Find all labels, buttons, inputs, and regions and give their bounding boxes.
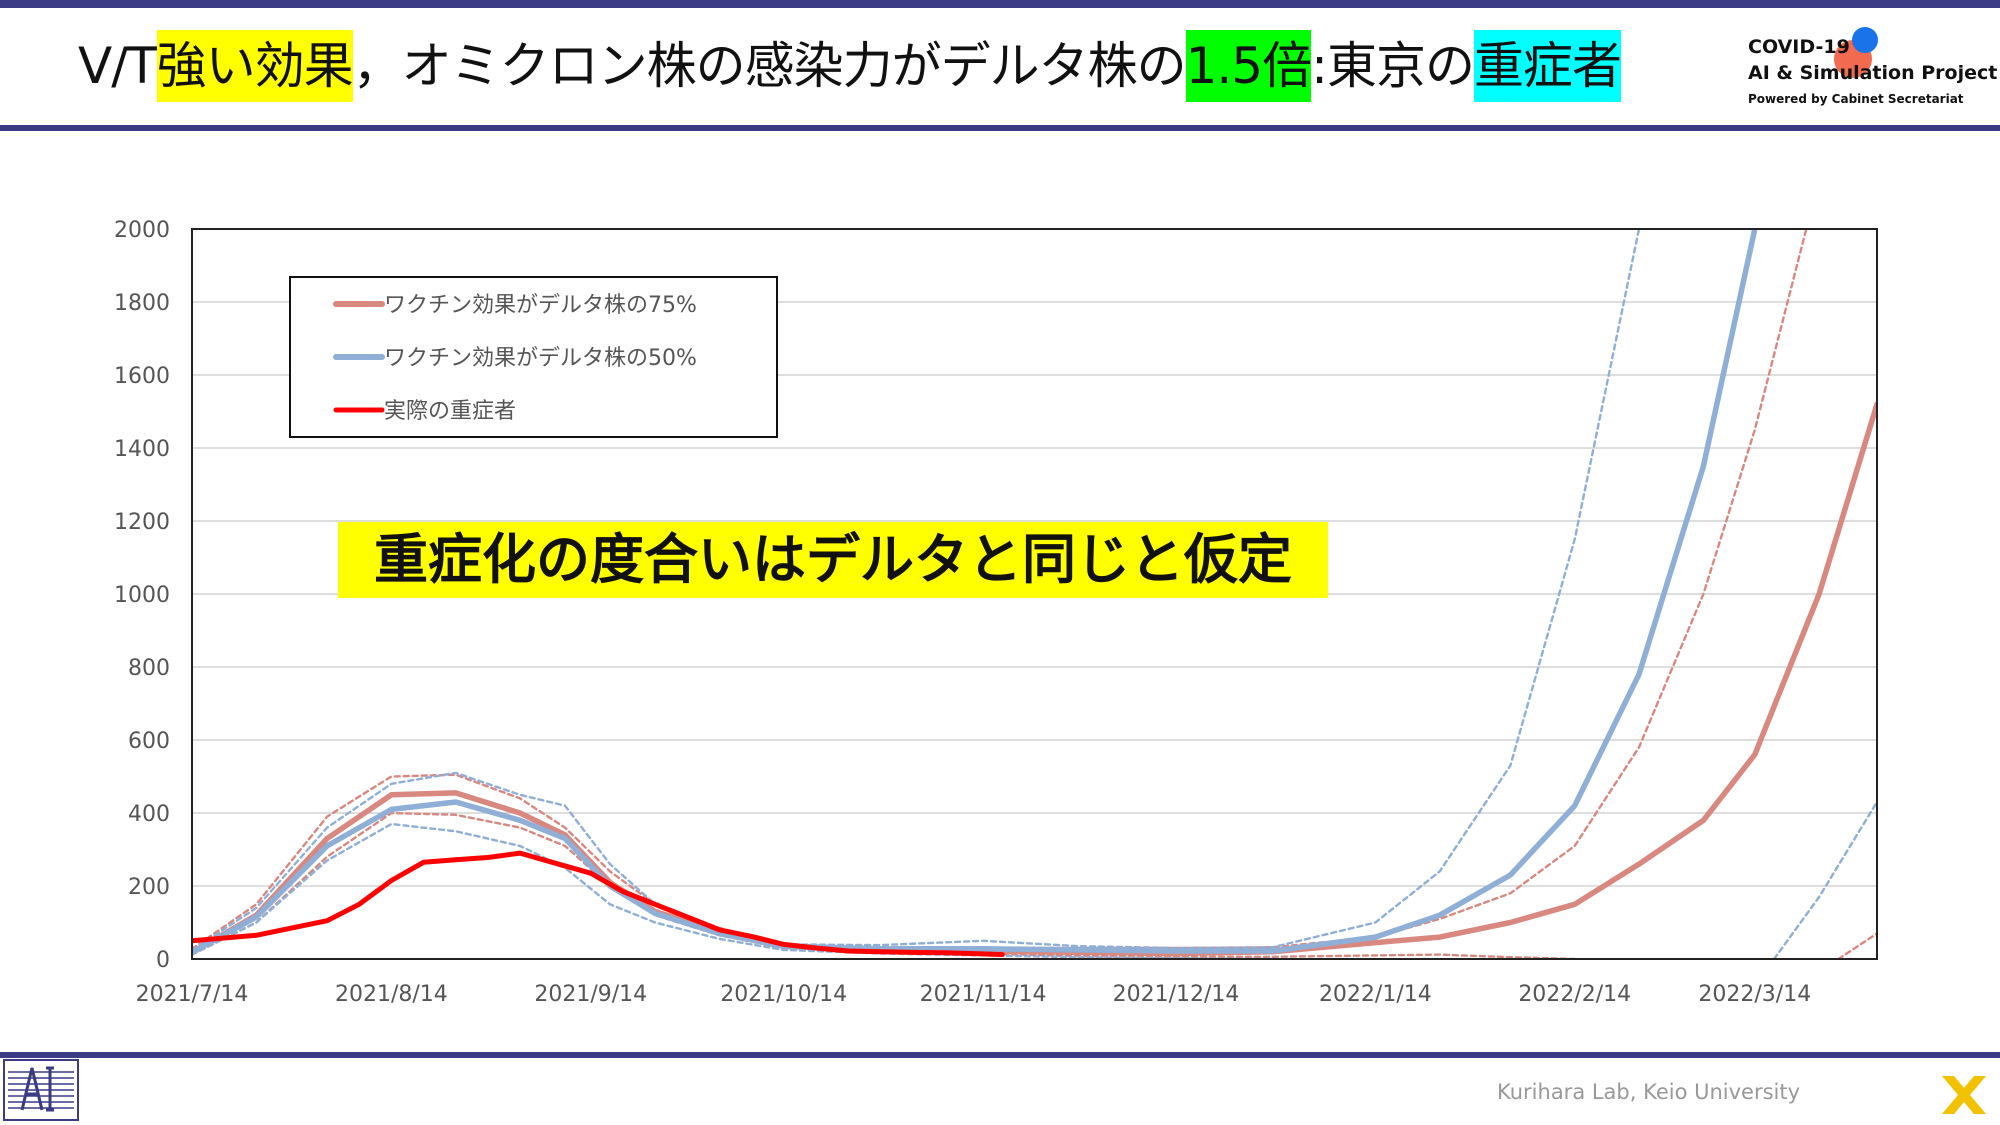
series-line [192,850,1005,958]
lab-logo [3,1059,79,1121]
title-segment: 強い効果 [156,30,354,102]
y-tick-label: 1000 [114,583,170,608]
series-line [192,229,1758,956]
y-tick-label: 1800 [114,291,170,316]
brand-line-1: COVID-19 [1748,36,1850,58]
title-segment: 1.5倍 [1185,30,1312,102]
x-tick-label: 2021/11/14 [920,982,1047,1007]
legend-label: ワクチン効果がデルタ株の50% [384,346,697,371]
page-title: V/T強い効果，オミクロン株の感染力がデルタ株の1.5倍:東京の重症者 [78,30,1622,102]
brand-logo: COVID-19 AI & Simulation Project Powered… [1748,27,1997,114]
y-tick-label: 800 [128,656,170,681]
y-tick-label: 400 [128,802,170,827]
plot-area [191,228,1878,960]
x-tick-label: 2022/1/14 [1319,982,1432,1007]
y-tick-label: 1200 [114,510,170,535]
x-tick-label: 2021/9/14 [534,982,647,1007]
title-segment: 重症者 [1473,30,1622,102]
y-tick-label: 2000 [114,218,170,243]
x-tick-label: 2021/7/14 [136,982,249,1007]
title-segment: ，オミクロン株の感染力がデルタ株の [352,37,1187,95]
x-tick-label: 2021/10/14 [720,982,847,1007]
footer-lab-name: Kurihara Lab, Keio University [1497,1080,1801,1104]
x-tick-label: 2021/8/14 [335,982,448,1007]
brand-blue-circle [1852,27,1878,53]
project-x-icon [1942,1076,1986,1114]
y-tick-label: 600 [128,729,170,754]
chart-annotation: 重症化の度合いはデルタと同じと仮定 [338,522,1328,598]
y-tick-label: 1600 [114,364,170,389]
title-segment: :東京の [1311,37,1475,95]
legend-label: ワクチン効果がデルタ株の75% [384,293,697,318]
header-rule [0,125,2000,131]
series-line [1837,932,1877,959]
top-rule [0,0,2000,8]
y-tick-label: 0 [156,948,170,973]
y-tick-label: 1400 [114,437,170,462]
brand-line-2: AI & Simulation Project [1748,62,1998,84]
series-line [192,401,1877,957]
brand-line-3: Powered by Cabinet Secretariat [1748,92,1964,106]
series-line [1772,800,1877,959]
footer-rule [0,1052,2000,1058]
title-segment: V/T [78,37,158,95]
x-tick-label: 2022/2/14 [1518,982,1631,1007]
y-tick-label: 200 [128,875,170,900]
legend-label: 実際の重症者 [384,399,516,424]
x-tick-label: 2021/12/14 [1113,982,1240,1007]
x-tick-label: 2022/3/14 [1698,982,1811,1007]
line-chart: 0 200 400 600 800 1000 1200 1400 1600 1800 2000 202… [114,218,1878,1007]
series-line [192,822,1274,959]
